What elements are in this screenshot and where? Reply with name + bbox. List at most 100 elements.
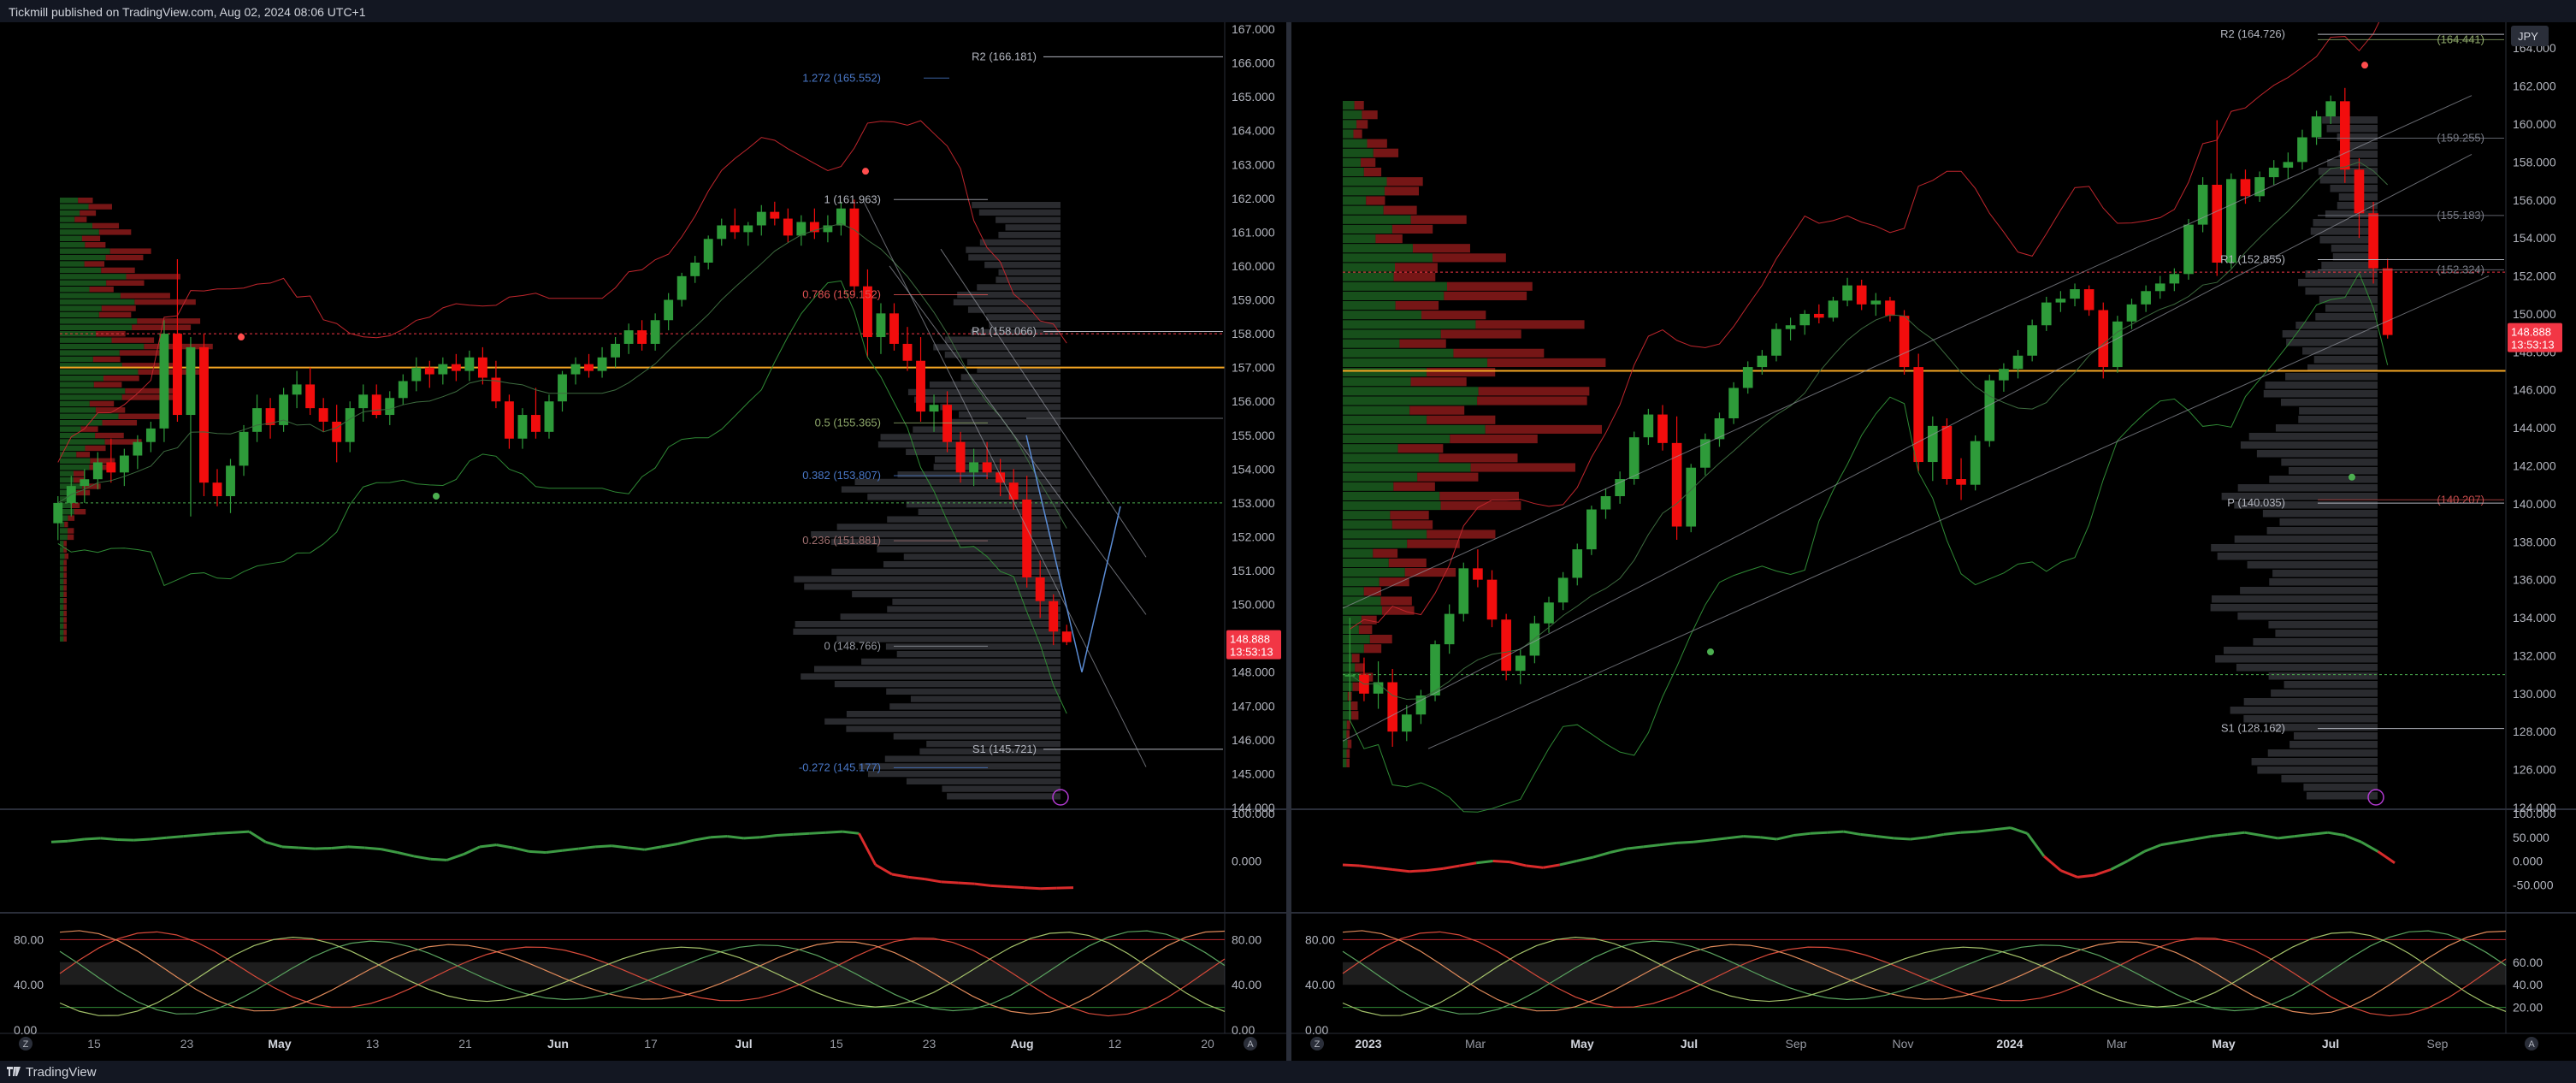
momentum-oscillator-segment xyxy=(1426,867,1444,873)
momentum-oscillator-segment xyxy=(2211,832,2228,838)
volume-profile-right-bar xyxy=(2268,672,2378,680)
price-axis-tick-label: 150.000 xyxy=(1232,598,1275,612)
volume-profile-sell-bar xyxy=(63,591,67,597)
volume-profile-buy-bar xyxy=(1343,129,1354,139)
usdjpy-daily-chart[interactable]: 1.272 (165.552) 1 (161.963) 0.786 (159.152… xyxy=(0,22,1286,1061)
volume-profile-buy-bar xyxy=(60,623,64,630)
volume-profile-buy-bar xyxy=(1343,110,1362,120)
volume-profile-buy-bar xyxy=(60,458,91,464)
volume-profile-sell-bar xyxy=(120,293,170,299)
momentum-oscillator-segment xyxy=(1810,831,1828,835)
volume-profile-buy-bar xyxy=(1343,177,1387,186)
time-axis-label: 12 xyxy=(1108,1037,1122,1050)
volume-profile-buy-bar xyxy=(1343,530,1427,539)
price-axis-tick-label: 162.000 xyxy=(2513,80,2556,93)
volume-profile-buy-bar xyxy=(1343,301,1396,311)
momentum-oscillator-segment xyxy=(1726,835,1744,840)
volume-profile-right-bar xyxy=(2313,356,2378,364)
current-price-badge xyxy=(1226,630,1281,660)
stoch-left-axis-label: 80.00 xyxy=(14,932,44,946)
price-axis-tick-label: 138.000 xyxy=(2513,535,2556,548)
volume-profile-buy-bar xyxy=(60,198,79,204)
volume-profile-sell-bar xyxy=(63,578,67,585)
volume-profile-right-bar xyxy=(2305,287,2378,295)
pane-divider[interactable] xyxy=(1286,22,1291,1061)
volume-profile-buy-bar xyxy=(60,630,64,636)
volume-profile-right-bar xyxy=(811,531,1061,538)
volume-profile-buy-bar xyxy=(1343,281,1447,291)
candle-body xyxy=(1387,682,1397,732)
alert-bolt-icon xyxy=(1052,789,1069,806)
usdjpy-weekly-chart[interactable]: (164.441) (159.255) (155.183) (152.324) (140… xyxy=(1291,22,2576,1061)
volume-profile-sell-bar xyxy=(1412,244,1470,253)
oscillator-axis-label: 100.000 xyxy=(2513,807,2556,820)
momentum-oscillator-segment xyxy=(1509,861,1527,867)
momentum-oscillator-segment xyxy=(463,845,481,856)
candle-body xyxy=(544,401,554,432)
upper-band-line xyxy=(57,120,1067,463)
volume-profile-right-bar xyxy=(846,725,1061,732)
volume-profile-right-bar xyxy=(996,276,1061,283)
candle-body xyxy=(2098,310,2109,368)
auto-scale-button-label: A xyxy=(1247,1039,1254,1050)
time-axis-label: Aug xyxy=(1010,1037,1033,1050)
volume-profile-buy-bar xyxy=(60,432,96,439)
volume-profile-sell-bar xyxy=(67,534,74,541)
candle-body xyxy=(1742,367,1753,388)
volume-profile-buy-bar xyxy=(1343,101,1355,110)
time-axis-label: 2023 xyxy=(1355,1037,1381,1050)
momentum-oscillator-segment xyxy=(1476,860,1493,865)
volume-profile-buy-bar xyxy=(1343,358,1488,367)
price-axis-tick-label: 126.000 xyxy=(2513,763,2556,777)
volume-profile-buy-bar xyxy=(1343,539,1408,548)
candle-body xyxy=(145,428,156,442)
volume-profile-sell-bar xyxy=(64,553,69,559)
momentum-oscillator-segment xyxy=(2260,834,2278,840)
candle-body xyxy=(1061,631,1072,642)
volume-profile-sell-bar xyxy=(126,274,180,280)
momentum-oscillator-segment xyxy=(281,845,299,849)
momentum-oscillator-segment xyxy=(2360,840,2379,853)
pivot-level-label: R1 (152.855) xyxy=(2220,253,2285,266)
trend-channel-line xyxy=(889,265,1147,615)
candle-body xyxy=(1373,682,1384,694)
candle-body xyxy=(2183,224,2194,275)
candle-body xyxy=(558,374,567,402)
candle-body xyxy=(2240,179,2251,197)
volume-profile-sell-bar xyxy=(118,413,167,419)
volume-profile-buy-bar xyxy=(60,445,86,452)
volume-profile-sell-bar xyxy=(1346,730,1350,739)
fib-level-label: 0.786 (159.152) xyxy=(802,288,881,301)
momentum-oscillator-segment xyxy=(413,855,431,861)
volume-profile-buy-bar xyxy=(60,369,139,375)
volume-profile-buy-bar xyxy=(1343,435,1450,444)
volume-profile-right-bar xyxy=(2256,450,2378,458)
volume-profile-sell-bar xyxy=(1361,615,1377,624)
momentum-oscillator-segment xyxy=(628,846,646,851)
lower-band-line xyxy=(57,280,1067,714)
volume-profile-right-bar xyxy=(2217,553,2378,560)
price-axis-tick-label: 154.000 xyxy=(2513,231,2556,245)
volume-profile-sell-bar xyxy=(102,420,138,426)
time-axis-label: 20 xyxy=(1201,1037,1214,1050)
volume-profile-sell-bar xyxy=(1363,168,1382,177)
volume-profile-right-bar xyxy=(861,658,1061,665)
volume-profile-buy-bar xyxy=(60,591,64,597)
time-axis-label: 17 xyxy=(644,1037,658,1050)
volume-profile-sell-bar xyxy=(1381,606,1415,615)
volume-profile-sell-bar xyxy=(1395,301,1439,311)
volume-profile-right-bar xyxy=(2234,501,2378,509)
momentum-oscillator-segment xyxy=(2343,834,2362,843)
volume-profile-right-bar xyxy=(972,202,1061,209)
volume-profile-sell-bar xyxy=(63,617,67,623)
momentum-oscillator-segment xyxy=(2244,831,2262,837)
volume-profile-buy-bar xyxy=(1343,157,1362,167)
volume-profile-right-bar xyxy=(793,628,1061,635)
volume-profile-buy-bar xyxy=(60,388,126,394)
volume-profile-sell-bar xyxy=(119,350,168,356)
volume-profile-right-bar xyxy=(2298,279,2378,287)
volume-profile-buy-bar xyxy=(60,515,68,521)
volume-profile-sell-bar xyxy=(132,324,192,330)
fib-level-label: 1 (161.963) xyxy=(824,192,882,205)
momentum-oscillator-segment xyxy=(2126,850,2145,862)
